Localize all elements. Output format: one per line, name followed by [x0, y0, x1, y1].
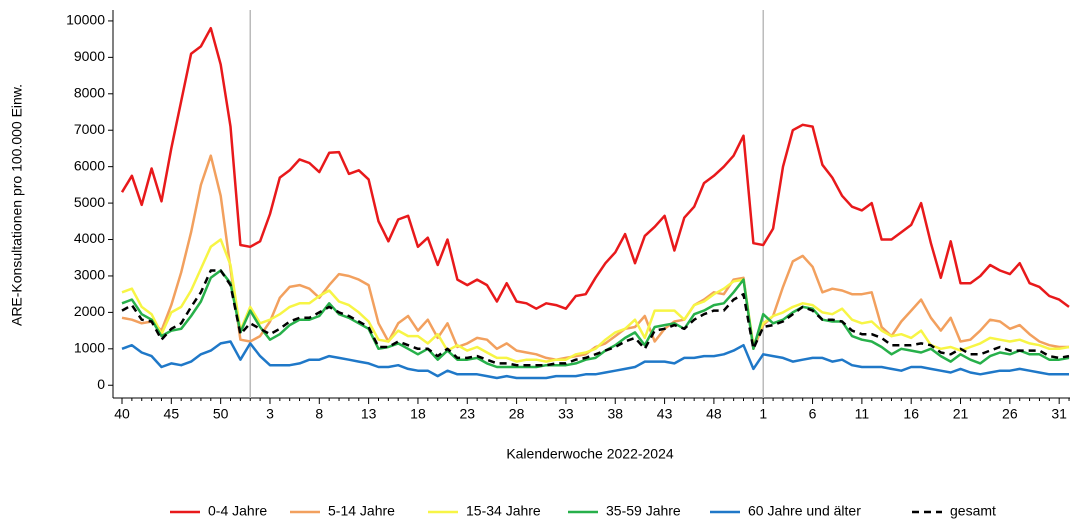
y-tick-label: 10000 [66, 12, 105, 28]
legend-label: 5-14 Jahre [328, 503, 395, 519]
x-tick-label: 16 [903, 406, 919, 422]
x-tick-label: 33 [558, 406, 574, 422]
x-tick-label: 38 [607, 406, 623, 422]
y-tick-label: 9000 [74, 48, 105, 64]
y-tick-label: 7000 [74, 121, 105, 137]
series-line [121, 340, 1069, 380]
x-tick-label: 13 [361, 406, 377, 422]
series-line [121, 154, 1069, 361]
legend-label: 60 Jahre und älter [748, 503, 861, 519]
series-line [120, 26, 1070, 310]
x-tick-label: 6 [809, 406, 817, 422]
x-tick-label: 21 [953, 406, 969, 422]
y-tick-label: 3000 [74, 267, 105, 283]
x-tick-label: 23 [459, 406, 475, 422]
series-line [121, 269, 1070, 367]
x-tick-label: 31 [1051, 406, 1067, 422]
legend-label: 0-4 Jahre [208, 503, 267, 519]
series-line [121, 238, 1070, 363]
y-tick-label: 2000 [74, 303, 105, 319]
y-tick-label: 5000 [74, 194, 105, 210]
y-tick-label: 6000 [74, 157, 105, 173]
legend-label: 35-59 Jahre [606, 503, 681, 519]
y-tick-label: 8000 [74, 84, 105, 100]
x-tick-label: 50 [213, 406, 229, 422]
x-tick-label: 8 [315, 406, 323, 422]
x-tick-label: 40 [114, 406, 130, 422]
x-tick-label: 18 [410, 406, 426, 422]
x-tick-label: 26 [1002, 406, 1018, 422]
series-line [121, 269, 1070, 369]
x-tick-label: 48 [706, 406, 722, 422]
legend-label: 15-34 Jahre [466, 503, 541, 519]
x-tick-label: 43 [657, 406, 673, 422]
x-tick-label: 11 [855, 406, 870, 422]
x-tick-label: 28 [509, 406, 525, 422]
y-tick-label: 4000 [74, 230, 105, 246]
x-tick-label: 1 [759, 406, 767, 422]
legend-label: gesamt [950, 503, 996, 519]
y-axis-title: ARE-Konsultationen pro 100.000 Einw. [9, 84, 25, 326]
x-axis-title: Kalenderwoche 2022-2024 [506, 446, 674, 462]
y-tick-label: 1000 [74, 340, 105, 356]
y-tick-label: 0 [97, 376, 105, 392]
x-tick-label: 45 [164, 406, 180, 422]
x-tick-label: 3 [266, 406, 274, 422]
